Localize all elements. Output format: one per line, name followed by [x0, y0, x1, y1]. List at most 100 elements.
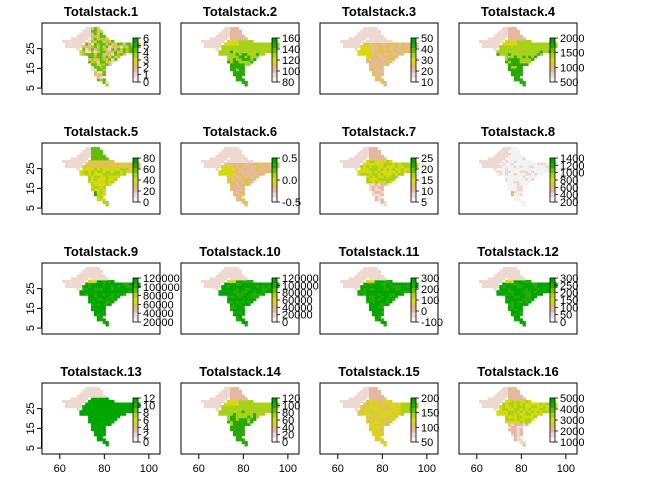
- raster-cell: [230, 50, 234, 54]
- raster-cell: [235, 32, 240, 36]
- raster-cell: [505, 50, 509, 54]
- raster-cell: [496, 274, 500, 278]
- raster-cell: [261, 410, 266, 414]
- raster-cell: [215, 394, 219, 398]
- raster-cell: [519, 287, 523, 291]
- raster-cell: [360, 290, 364, 294]
- raster-cell: [227, 52, 231, 56]
- raster-cell: [513, 410, 518, 414]
- raster-cell: [67, 42, 72, 46]
- raster-cell: [505, 412, 509, 416]
- raster-cell: [218, 45, 222, 49]
- raster-cell: [516, 402, 520, 406]
- raster-cell: [490, 400, 494, 403]
- raster-cell: [238, 78, 242, 82]
- raster-cell: [519, 162, 523, 166]
- raster-cell: [108, 52, 112, 56]
- raster-cell: [91, 305, 95, 309]
- raster-cell: [232, 50, 237, 54]
- raster-cell: [114, 417, 118, 421]
- raster-cell: [508, 57, 512, 61]
- raster-cell: [93, 300, 98, 304]
- raster-cell: [105, 292, 109, 296]
- raster-cell: [203, 160, 208, 163]
- raster-cell: [241, 55, 245, 59]
- raster-cell: [536, 172, 541, 176]
- raster-cell: [88, 42, 92, 46]
- raster-cell: [232, 282, 237, 286]
- raster-cell: [374, 152, 379, 156]
- raster-cell: [250, 52, 254, 56]
- raster-cell: [360, 287, 364, 291]
- raster-cell: [487, 42, 491, 46]
- raster-cell: [510, 290, 515, 294]
- raster-cell: [253, 50, 257, 54]
- raster-cell: [209, 285, 213, 289]
- raster-cell: [363, 267, 367, 271]
- raster-cell: [99, 295, 103, 299]
- raster-cell: [232, 303, 237, 306]
- raster-cell: [383, 170, 387, 174]
- raster-cell: [522, 420, 526, 424]
- raster-cell: [366, 34, 370, 38]
- raster-cell: [505, 160, 509, 163]
- raster-cell: [224, 170, 228, 174]
- raster-cell: [96, 282, 101, 286]
- raster-cell: [91, 412, 95, 416]
- raster-cell: [383, 47, 387, 51]
- raster-cell: [519, 303, 523, 306]
- legend-swatch: [133, 312, 138, 318]
- raster-cell: [244, 45, 248, 49]
- raster-cell: [502, 267, 506, 271]
- raster-cell: [508, 282, 512, 286]
- raster-cell: [96, 40, 101, 43]
- raster-cell: [510, 410, 515, 414]
- legend-tick-label: 250: [560, 280, 578, 292]
- raster-cell: [383, 303, 387, 306]
- raster-cell: [403, 405, 407, 409]
- raster-cell: [250, 405, 254, 409]
- raster-cell: [224, 32, 228, 36]
- raster-cell: [496, 392, 500, 396]
- raster-cell: [357, 400, 361, 403]
- raster-cell: [241, 438, 245, 442]
- raster-cell: [67, 405, 72, 409]
- raster-cell: [99, 287, 103, 291]
- raster-cell: [377, 274, 381, 278]
- raster-cell: [366, 170, 370, 174]
- raster-cell: [238, 300, 242, 304]
- raster-cell: [516, 392, 520, 396]
- raster-cell: [499, 50, 503, 54]
- raster-cell: [380, 175, 384, 179]
- raster-cell: [119, 410, 124, 414]
- legend-frame: [549, 37, 556, 83]
- raster-cell: [342, 400, 347, 403]
- raster-cell: [528, 40, 532, 43]
- raster-cell: [137, 405, 141, 409]
- raster-cell: [247, 303, 251, 306]
- raster-cell: [371, 193, 376, 197]
- raster-cell: [363, 29, 367, 33]
- raster-cell: [513, 50, 518, 54]
- panel-title: Totalstack.8: [481, 124, 555, 139]
- legend-tick-label: 50: [421, 33, 433, 45]
- raster-cell: [400, 170, 405, 174]
- raster-cell: [519, 285, 523, 289]
- raster-cell: [374, 272, 379, 276]
- raster-cell: [102, 37, 106, 41]
- raster-cell: [539, 42, 544, 46]
- raster-cell: [111, 40, 115, 43]
- raster-cell: [88, 27, 92, 31]
- raster-cell: [366, 162, 370, 166]
- raster-cell: [383, 52, 387, 56]
- raster-cell: [93, 305, 98, 309]
- raster-cell: [360, 45, 364, 49]
- legend-swatch: [133, 278, 138, 284]
- raster-cell: [105, 321, 109, 324]
- plot-frame: [180, 142, 300, 215]
- raster-cell: [516, 52, 520, 56]
- raster-cell: [221, 172, 225, 176]
- raster-cell: [380, 441, 384, 444]
